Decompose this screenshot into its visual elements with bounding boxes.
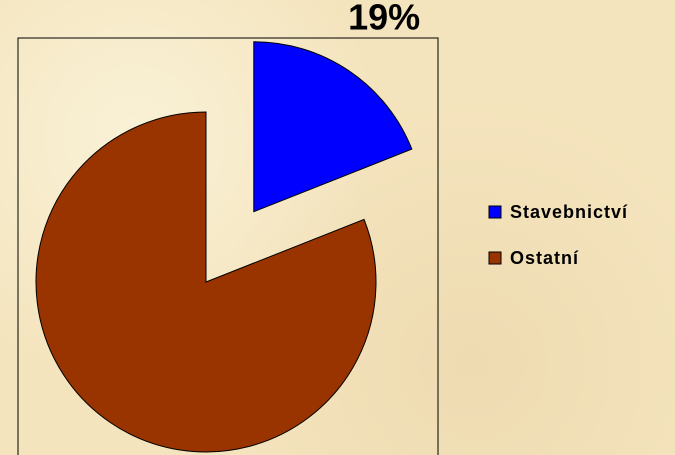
legend-swatch xyxy=(488,205,502,219)
pie-slice xyxy=(253,41,413,213)
legend-label: Stavebnictví xyxy=(510,202,628,222)
plot-area xyxy=(17,37,439,455)
legend-swatch xyxy=(488,251,502,265)
data-label: 19% xyxy=(348,0,420,37)
legend-label: Ostatní xyxy=(510,248,579,268)
pie-slice xyxy=(35,111,377,453)
